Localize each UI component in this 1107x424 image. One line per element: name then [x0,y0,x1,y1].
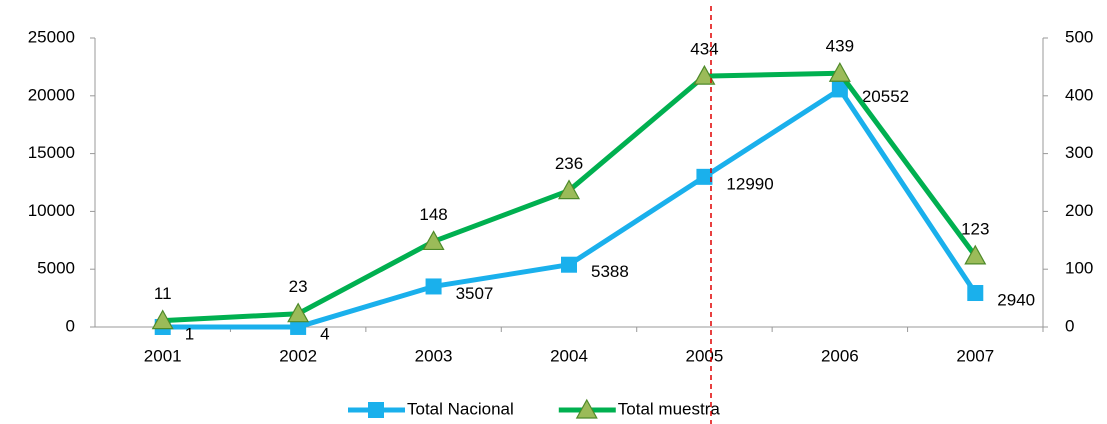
x-tick-label: 2001 [144,346,182,365]
marker [290,318,307,335]
y-tick-label: 20000 [28,85,75,104]
data-label: 123 [961,219,989,238]
y2-tick-label: 500 [1065,27,1093,46]
marker [693,64,716,85]
x-tick-label: 2002 [279,346,317,365]
y2-tick-label: 300 [1065,143,1093,162]
marker [561,256,577,273]
data-label: 236 [555,154,583,173]
marker [967,285,984,302]
marker [151,309,174,330]
marker [575,398,598,419]
data-label: 12990 [726,174,773,193]
marker [828,62,851,82]
y2-tick-label: 100 [1065,259,1093,278]
data-label: 5388 [591,262,629,281]
y-tick-label: 5000 [37,259,75,278]
marker [831,81,848,98]
marker [964,244,987,265]
data-label: 439 [826,37,854,56]
y-tick-label: 0 [66,316,75,335]
marker [422,230,445,251]
y2-tick-label: 400 [1065,85,1093,104]
data-label: 1 [185,324,194,343]
x-tick-label: 2003 [415,346,453,365]
y-tick-label: 10000 [28,201,75,220]
x-tick-label: 2007 [956,346,994,365]
legend-label: Total muestra [618,399,721,418]
x-tick-label: 2005 [686,346,724,365]
data-label: 11 [154,284,172,303]
legend-label: Total Nacional [407,399,514,418]
series-line [162,86,978,330]
y-tick-label: 15000 [28,143,75,162]
marker [557,179,581,200]
x-tick-label: 2006 [821,346,859,365]
data-label: 434 [690,40,718,59]
x-tick-label: 2004 [550,346,588,365]
data-label: 20552 [862,87,909,106]
data-label: 4 [320,324,329,343]
marker [696,168,713,185]
marker [368,402,384,418]
data-label: 23 [289,277,308,296]
y2-tick-label: 0 [1065,316,1074,335]
data-label: 2940 [997,290,1035,309]
data-label: 3507 [456,284,494,303]
y-tick-label: 25000 [28,27,75,46]
data-label: 148 [419,205,447,224]
marker [425,278,442,295]
marker [287,302,310,323]
y2-tick-label: 200 [1065,201,1093,220]
